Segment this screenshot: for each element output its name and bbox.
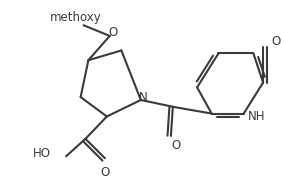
Text: methoxy: methoxy (50, 11, 102, 24)
Text: NH: NH (248, 110, 265, 123)
Text: O: O (271, 35, 280, 48)
Text: HO: HO (33, 147, 51, 160)
Text: O: O (171, 139, 180, 152)
Text: N: N (138, 90, 147, 104)
Text: O: O (100, 166, 110, 179)
Text: O: O (108, 26, 117, 39)
